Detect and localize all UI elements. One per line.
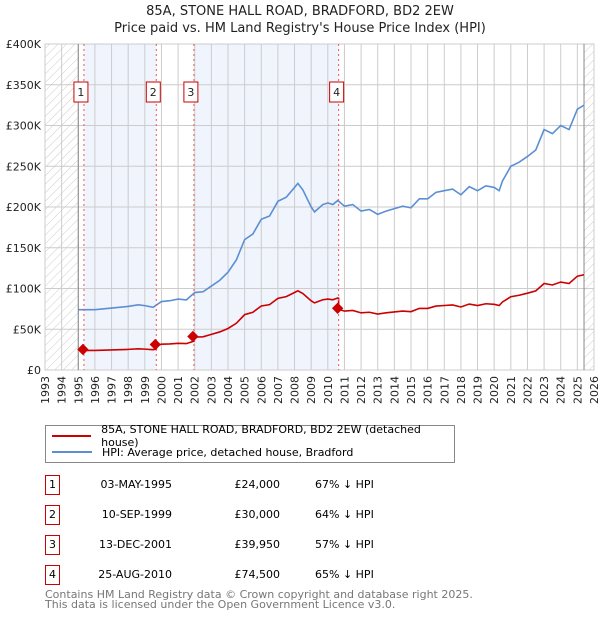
- chart-subtitle: Price paid vs. HM Land Registry's House …: [114, 21, 486, 36]
- x-tick-label: 2023: [538, 376, 551, 404]
- sale-price: £74,500: [234, 568, 281, 581]
- legend-blue-label: HPI: Average price, detached house, Brad…: [102, 445, 354, 459]
- sale-row: 1 03-MAY-1995 £24,000 67% ↓ HPI: [45, 475, 495, 495]
- x-tick-label: 2024: [555, 376, 568, 404]
- x-tick-label: 1999: [139, 376, 152, 404]
- sale-label-box: [145, 81, 161, 103]
- sale-date: 13-DEC-2001: [98, 538, 172, 551]
- x-tick-label: 1994: [56, 376, 69, 404]
- hpi-line: [78, 104, 585, 311]
- sale-hpi-diff: 64% ↓ HPI: [315, 508, 374, 521]
- sale-number: 1: [45, 475, 60, 495]
- x-tick-label: 2025: [571, 376, 584, 404]
- x-tick-label: 2016: [422, 376, 435, 404]
- sale-row: 3 13-DEC-2001 £39,950 57% ↓ HPI: [45, 535, 495, 555]
- sale-point: [331, 302, 344, 314]
- x-tick-label: 2015: [405, 376, 418, 404]
- x-tick-label: 2005: [239, 376, 252, 404]
- y-tick-label: £200K: [6, 201, 42, 214]
- x-tick-label: 2007: [272, 376, 285, 404]
- x-tick-label: 2026: [588, 376, 600, 404]
- sale-price: £24,000: [234, 478, 281, 491]
- y-tick-label: £400K: [6, 38, 42, 51]
- x-tick-label: 2019: [472, 376, 485, 404]
- y-tick-label: £150K: [6, 242, 42, 255]
- x-tick-label: 2002: [189, 376, 202, 404]
- sale-label: 2: [150, 86, 157, 99]
- x-tick-label: 2006: [255, 376, 268, 404]
- y-tick-label: £50K: [13, 323, 42, 336]
- x-tick-label: 1996: [89, 376, 102, 404]
- x-tick-label: 2014: [388, 376, 401, 404]
- y-tick-label: £100K: [6, 283, 42, 296]
- sale-number: 2: [45, 505, 60, 525]
- x-tick-label: 1998: [122, 376, 135, 404]
- sale-price: £30,000: [234, 508, 281, 521]
- price-paid-line: [83, 273, 585, 352]
- y-tick-label: £350K: [6, 79, 42, 92]
- chart-title: 85A, STONE HALL ROAD, BRADFORD, BD2 2EW: [146, 4, 454, 19]
- x-tick-label: 2004: [222, 376, 235, 404]
- sale-label: 3: [187, 86, 194, 99]
- legend-blue-line: [52, 451, 92, 453]
- x-tick-label: 1993: [39, 376, 52, 404]
- x-tick-label: 2021: [505, 376, 518, 404]
- x-tick-label: 2011: [338, 376, 351, 404]
- sale-date: 03-MAY-1995: [100, 478, 172, 491]
- sale-label-box: [183, 81, 199, 103]
- sale-hpi-diff: 65% ↓ HPI: [315, 568, 374, 581]
- x-tick-label: 1995: [72, 376, 85, 404]
- sale-hpi-diff: 67% ↓ HPI: [315, 478, 374, 491]
- sale-label-box: [73, 81, 89, 103]
- x-tick-label: 2017: [438, 376, 451, 404]
- sale-row: 4 25-AUG-2010 £74,500 65% ↓ HPI: [45, 565, 495, 585]
- x-tick-label: 2003: [205, 376, 218, 404]
- x-tick-label: 2012: [355, 376, 368, 404]
- x-tick-label: 2010: [322, 376, 335, 404]
- sale-label-box: [329, 81, 345, 103]
- footer-line2: This data is licensed under the Open Gov…: [45, 598, 396, 611]
- x-tick-label: 2013: [372, 376, 385, 404]
- sale-point: [187, 330, 199, 343]
- x-tick-label: 2018: [455, 376, 468, 404]
- legend-red-line: [52, 435, 92, 437]
- y-tick-label: £300K: [6, 120, 42, 133]
- sale-label: 1: [77, 86, 84, 99]
- x-tick-label: 2020: [488, 376, 501, 404]
- x-tick-label: 2000: [155, 376, 168, 404]
- x-tick-label: 2009: [305, 376, 318, 404]
- legend-red-label: 85A, STONE HALL ROAD, BRADFORD, BD2 2EW …: [101, 423, 421, 449]
- sale-number: 4: [45, 565, 60, 585]
- x-tick-label: 1997: [106, 376, 119, 404]
- footer: Contains HM Land Registry data © Crown c…: [45, 588, 473, 611]
- y-tick-label: £250K: [6, 160, 42, 173]
- x-tick-label: 2008: [289, 376, 302, 404]
- chart: 1993 1994 1995 1996 1997 1998 1999 2000 2001 2002…: [6, 38, 600, 404]
- sale-date: 10-SEP-1999: [101, 508, 172, 521]
- sale-hpi-diff: 57% ↓ HPI: [315, 538, 374, 551]
- sale-point: [149, 338, 161, 351]
- sale-row: 2 10-SEP-1999 £30,000 64% ↓ HPI: [45, 505, 495, 525]
- legend: 85A, STONE HALL ROAD, BRADFORD, BD2 2EW …: [45, 423, 455, 463]
- y-tick-label: £0: [27, 364, 41, 377]
- footer-line1: Contains HM Land Registry data © Crown c…: [45, 588, 473, 601]
- sale-number: 3: [45, 535, 60, 555]
- sale-label: 4: [333, 86, 340, 99]
- sale-price: £39,950: [234, 538, 281, 551]
- x-tick-label: 2001: [172, 376, 185, 404]
- x-tick-label: 2022: [521, 376, 534, 404]
- sale-date: 25-AUG-2010: [98, 568, 172, 581]
